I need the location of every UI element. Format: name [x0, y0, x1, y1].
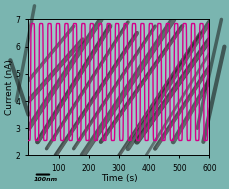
Y-axis label: Current (nA): Current (nA)	[5, 60, 14, 115]
X-axis label: Time (s): Time (s)	[101, 174, 137, 183]
Text: 100nm: 100nm	[34, 177, 58, 182]
